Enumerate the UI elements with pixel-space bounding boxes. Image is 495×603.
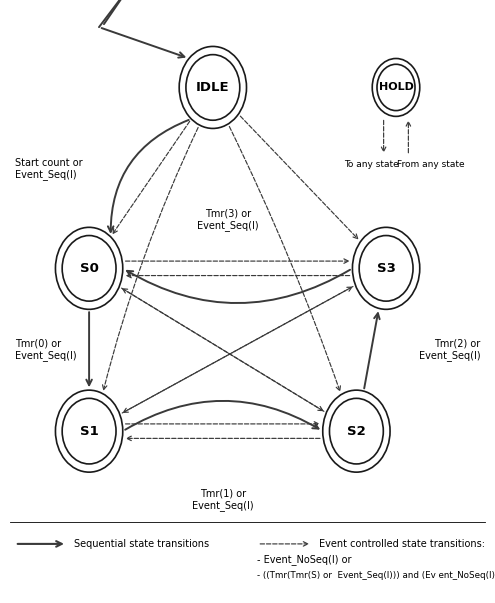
Text: S3: S3 [377,262,396,275]
Text: Tmr(0) or
Event_Seq(I): Tmr(0) or Event_Seq(I) [15,338,76,361]
Circle shape [55,390,123,472]
Text: From any state: From any state [397,160,464,169]
Text: Sequential state transitions: Sequential state transitions [74,539,209,549]
Text: S0: S0 [80,262,99,275]
Text: - ((Tmr(Tmr(S) or  Event_Seq(I))) and (Ev ent_NoSeq(I) or no edge): - ((Tmr(Tmr(S) or Event_Seq(I))) and (Ev… [257,572,495,580]
Text: IDLE: IDLE [196,81,230,94]
Circle shape [352,227,420,309]
Text: Tmr(2) or
Event_Seq(I): Tmr(2) or Event_Seq(I) [419,338,480,361]
Text: Start count or
Event_Seq(I): Start count or Event_Seq(I) [15,157,83,180]
Text: HOLD: HOLD [379,83,413,92]
Text: Event controlled state transitions:: Event controlled state transitions: [319,539,485,549]
Text: S2: S2 [347,425,366,438]
Text: Tmr(3) or
Event_Seq(I): Tmr(3) or Event_Seq(I) [197,209,258,232]
Circle shape [323,390,390,472]
Circle shape [179,46,247,128]
Text: - Event_NoSeq(I) or: - Event_NoSeq(I) or [257,554,352,565]
Text: S1: S1 [80,425,99,438]
Text: To any state: To any state [344,160,398,169]
Circle shape [55,227,123,309]
Circle shape [372,58,420,116]
Text: Tmr(1) or
Event_Seq(I): Tmr(1) or Event_Seq(I) [192,488,253,511]
